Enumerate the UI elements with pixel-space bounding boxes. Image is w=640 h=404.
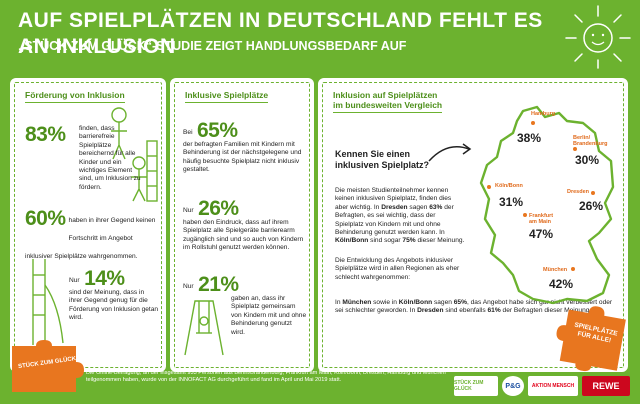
city-dot bbox=[591, 191, 595, 195]
stat-value: 60% bbox=[25, 207, 66, 230]
aktion-mensch-logo: AKTION MENSCH bbox=[528, 376, 578, 396]
puzzle-piece-left bbox=[12, 340, 84, 392]
germany-map: Hamburg 38% Berlin/ Brandenburg 30% Köln… bbox=[471, 103, 621, 309]
stat-60: 60% haben in ihrer Gegend keinen Fortsch… bbox=[25, 207, 157, 263]
text-span: Die meisten Studienteilnehmer kennen kei… bbox=[335, 187, 452, 211]
city-value: 47% bbox=[529, 227, 554, 241]
stat-value: 14% bbox=[84, 267, 125, 290]
city-label: Hamburg bbox=[531, 111, 556, 117]
stat-text: haben den Ein­druck, dass auf ihrem Spie… bbox=[183, 219, 304, 252]
city-dot bbox=[571, 267, 575, 271]
stat-83: 83% finden, dass barriere­freie Spielplä… bbox=[25, 123, 155, 192]
card-title-line2: im bundesweiten Vergleich bbox=[333, 100, 443, 113]
card-inclusive-playgrounds: Inklusive Spielplätze Bei 65% der befrag… bbox=[170, 78, 314, 372]
stat-14: Nur 14% sind der Meinung, dass in ihrer … bbox=[69, 267, 159, 323]
city-label: Berlin/ Brandenburg bbox=[573, 135, 608, 147]
rewe-logo: REWE bbox=[582, 376, 630, 396]
city-label: Köln/Bonn bbox=[495, 183, 523, 189]
city-dot bbox=[531, 121, 535, 125]
sponsor-logos: STÜCK ZUM GLÜCK P&G AKTION MENSCH REWE bbox=[454, 376, 632, 398]
city-value: 42% bbox=[549, 277, 574, 291]
city-label: Frankfurt am Main bbox=[529, 213, 554, 225]
city-label: Dresden bbox=[567, 189, 590, 195]
stat-value: 83% bbox=[25, 123, 66, 146]
text-span: dieser Meinung. bbox=[415, 237, 465, 245]
arrow-icon bbox=[428, 143, 472, 162]
card-title: Förderung von Inklusion bbox=[25, 90, 125, 103]
swing-illustration bbox=[184, 300, 224, 356]
question: Kennen Sie einen inklusiven Spielplatz? bbox=[335, 149, 430, 170]
pg-logo: P&G bbox=[502, 376, 524, 396]
paragraph-1: Die meisten Studienteilnehmer kennen kei… bbox=[335, 187, 465, 246]
text-span: sagen bbox=[407, 203, 430, 211]
germany-outline bbox=[479, 105, 615, 305]
stat-value: 21% bbox=[198, 273, 239, 296]
page-subtitle: „Stück zum Glück“-Studie zeigt Handlungs… bbox=[18, 39, 407, 53]
stueck-zum-glueck-logo: STÜCK ZUM GLÜCK bbox=[454, 376, 498, 396]
page-title: Auf Spielplätzen in Deutschland fehlt es… bbox=[18, 9, 543, 58]
text-span: sind ebenfalls bbox=[443, 307, 488, 315]
stat-21: Nur 21% gaben an, dass ihr Spielplatz ge… bbox=[183, 273, 307, 337]
text-span: sagen bbox=[432, 299, 454, 306]
text-span: 63% bbox=[429, 203, 443, 211]
card-inclusion-promotion: Förderung von Inklusion 83% finden, dass… bbox=[10, 78, 166, 372]
text-span: sind sogar bbox=[368, 237, 403, 245]
text-span: Dresden bbox=[381, 203, 408, 211]
stat-text: sind der Meinung, dass in ihrer Gegend g… bbox=[69, 289, 159, 322]
playground-illustration bbox=[32, 259, 64, 345]
stat-prefix: Nur bbox=[183, 283, 194, 290]
text-span: , das Angebot habe sich gar nicht verbes… bbox=[335, 299, 613, 315]
city-value: 30% bbox=[575, 153, 600, 167]
card-title-line1: Inklusion auf Spielplätzen bbox=[333, 90, 438, 100]
sun-icon bbox=[565, 5, 631, 69]
stat-text: der befragten Familien mit Kindern mit B… bbox=[183, 141, 302, 174]
text-span: sowie in bbox=[371, 299, 399, 306]
stat-text: finden, dass barriere­freie Spielplätze … bbox=[79, 125, 141, 191]
text-span: München bbox=[342, 299, 372, 306]
footer-note: Die Online-Befragung, an der insgesamt 9… bbox=[86, 370, 446, 384]
stat-text: gaben an, dass ihr Spielplatz gemeinsam … bbox=[231, 295, 307, 336]
text-span: Dresden bbox=[417, 307, 444, 315]
stat-65: Bei 65% der befragten Familien mit Kinde… bbox=[183, 119, 307, 175]
stat-value: 65% bbox=[196, 119, 238, 142]
city-label: München bbox=[543, 267, 568, 273]
stat-value: 26% bbox=[198, 197, 239, 220]
card-title: Inklusive Spielplätze bbox=[185, 90, 269, 103]
text-span: 61% bbox=[487, 307, 501, 315]
stat-26: Nur 26% haben den Ein­druck, dass auf ih… bbox=[183, 197, 307, 253]
text-span: In bbox=[335, 299, 343, 306]
stat-prefix: Nur bbox=[69, 277, 80, 284]
stat-prefix: Nur bbox=[183, 207, 194, 214]
city-value: 38% bbox=[517, 131, 542, 145]
stat-prefix: Bei bbox=[183, 129, 193, 136]
text-span: 75% bbox=[402, 237, 416, 245]
city-value: 31% bbox=[499, 195, 524, 209]
city-dot bbox=[523, 213, 527, 217]
text-span: der Befragten dieser Meinung. bbox=[500, 307, 592, 315]
text-span: der Befragten, es sei wichtig, dass der … bbox=[335, 203, 454, 237]
city-value: 26% bbox=[579, 199, 604, 213]
children-illustration bbox=[111, 107, 158, 202]
city-dot bbox=[573, 147, 577, 151]
puzzle-piece-right bbox=[556, 306, 626, 372]
text-span: Köln/Bonn bbox=[398, 299, 433, 306]
stat-text: haben in ihrer Gegend keinen Fortschritt… bbox=[25, 217, 156, 260]
paragraph-3: In München sowie in Köln/Bonn sagen 65%,… bbox=[335, 299, 615, 316]
paragraph-2: Die Entwicklung des Angebots inklusiver … bbox=[335, 257, 460, 281]
city-dot bbox=[487, 185, 491, 189]
text-span: Köln/Bonn bbox=[335, 237, 369, 245]
text-span: 65% bbox=[453, 299, 467, 306]
